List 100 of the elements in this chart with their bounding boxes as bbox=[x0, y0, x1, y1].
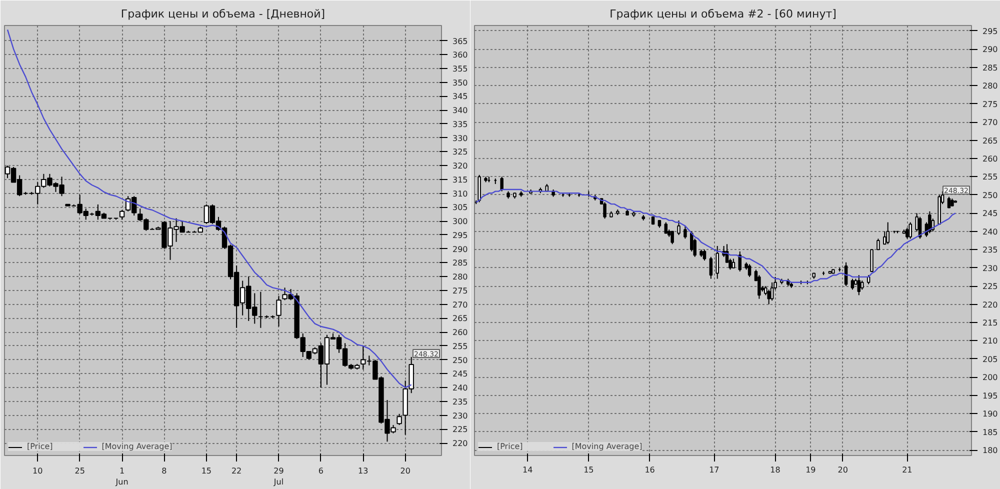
y-tick-label: 270 bbox=[452, 300, 468, 310]
x-tick-label: 25 bbox=[74, 466, 85, 476]
candlestick bbox=[870, 249, 874, 272]
y-tick-label: 275 bbox=[982, 100, 998, 109]
candlestick bbox=[857, 274, 861, 296]
x-tick-label: 19 bbox=[806, 466, 816, 474]
x-tick-label: 15 bbox=[201, 466, 212, 476]
y-tick-label: 225 bbox=[982, 282, 998, 292]
y-tick-label: 285 bbox=[982, 63, 998, 72]
y-tick-label: 290 bbox=[982, 45, 998, 54]
x-tick-label: 8 bbox=[162, 466, 167, 476]
y-tick-label: 345 bbox=[452, 92, 468, 102]
candlestick bbox=[906, 227, 909, 240]
y-tick-label: 180 bbox=[982, 446, 998, 456]
x-tick-label: 22 bbox=[231, 466, 242, 476]
candlestick bbox=[850, 278, 854, 290]
y-tick-label: 265 bbox=[452, 314, 468, 324]
candlestick bbox=[664, 222, 668, 234]
y-tick-label: 360 bbox=[452, 50, 468, 60]
candlestick bbox=[732, 258, 736, 268]
candlestick bbox=[396, 413, 402, 426]
y-tick-label: 310 bbox=[452, 189, 468, 198]
x-tick-label: 21 bbox=[902, 466, 912, 474]
x-tick-label: 20 bbox=[838, 466, 848, 474]
y-tick-label: 365 bbox=[452, 36, 468, 46]
y-tick-label: 290 bbox=[452, 244, 468, 254]
candlestick bbox=[886, 222, 890, 245]
candlestick bbox=[860, 280, 864, 290]
candlestick bbox=[716, 245, 719, 280]
candlestick bbox=[670, 230, 674, 245]
y-tick-label: 230 bbox=[452, 411, 468, 420]
y-tick-label: 190 bbox=[982, 410, 998, 419]
y-tick-label: 220 bbox=[452, 439, 468, 448]
y-tick-label: 355 bbox=[452, 64, 468, 74]
y-tick-label: 215 bbox=[982, 318, 998, 328]
y-tick-label: 235 bbox=[452, 397, 468, 406]
legend-label: [Moving Average] bbox=[102, 442, 172, 451]
candlestick bbox=[876, 238, 880, 250]
x-tick-label: 6 bbox=[318, 466, 324, 476]
x-tick-label: 16 bbox=[644, 466, 655, 474]
candlestick bbox=[767, 289, 770, 305]
legend-label: [Price] bbox=[27, 442, 53, 451]
legend-label: [Moving Average] bbox=[572, 442, 642, 451]
y-tick-label: 315 bbox=[452, 175, 468, 184]
x-tick-label: 13 bbox=[358, 466, 368, 476]
y-tick-label: 260 bbox=[982, 154, 998, 164]
candlestick bbox=[684, 225, 687, 240]
chart-title: График цены и объема #2 - [60 минут] bbox=[610, 8, 836, 20]
candlestick bbox=[947, 196, 951, 208]
y-tick-label: 300 bbox=[452, 217, 468, 226]
x-tick-label: 29 Jul bbox=[272, 466, 284, 486]
y-tick-label: 325 bbox=[452, 148, 468, 157]
y-tick-label: 200 bbox=[982, 373, 998, 382]
y-tick-label: 270 bbox=[982, 118, 998, 128]
y-tick-label: 305 bbox=[452, 203, 468, 212]
candlestick bbox=[702, 249, 706, 262]
y-tick-label: 225 bbox=[452, 425, 468, 434]
y-tick-label: 185 bbox=[982, 428, 998, 437]
y-tick-label: 335 bbox=[452, 120, 468, 129]
y-tick-label: 240 bbox=[982, 227, 998, 236]
y-tick-label: 195 bbox=[982, 391, 998, 400]
x-tick-label: 20 bbox=[400, 466, 410, 476]
candlestick bbox=[928, 210, 932, 234]
y-tick-label: 250 bbox=[982, 190, 998, 200]
x-tick-label: 14 bbox=[522, 466, 533, 474]
y-tick-label: 295 bbox=[452, 230, 468, 240]
y-tick-label: 280 bbox=[452, 272, 468, 282]
candlestick bbox=[603, 202, 606, 220]
y-tick-label: 235 bbox=[982, 246, 998, 255]
y-tick-label: 265 bbox=[982, 136, 998, 146]
y-tick-label: 275 bbox=[452, 286, 468, 296]
y-tick-label: 255 bbox=[982, 172, 998, 182]
chart-title: График цены и объема - [Дневной] bbox=[120, 8, 326, 20]
legend-label: [Price] bbox=[497, 442, 523, 451]
x-tick-label: 1 Jun bbox=[114, 466, 128, 486]
y-tick-label: 255 bbox=[452, 342, 468, 351]
y-tick-label: 350 bbox=[452, 78, 468, 88]
candlestick bbox=[908, 222, 912, 240]
candlestick bbox=[709, 256, 713, 280]
candlestick bbox=[119, 209, 125, 220]
candlestick bbox=[748, 264, 752, 278]
x-tick-label: 17 bbox=[709, 466, 720, 474]
x-tick-label: 10 bbox=[32, 466, 43, 476]
y-tick-label: 245 bbox=[982, 209, 998, 218]
y-tick-label: 230 bbox=[982, 264, 998, 273]
y-tick-label: 220 bbox=[982, 300, 998, 310]
y-tick-label: 245 bbox=[452, 370, 468, 379]
y-tick-label: 320 bbox=[452, 162, 468, 171]
y-tick-label: 240 bbox=[452, 384, 468, 393]
candlestick bbox=[677, 220, 680, 236]
x-tick-label: 15 bbox=[584, 466, 594, 474]
y-tick-label: 250 bbox=[452, 356, 468, 365]
y-tick-label: 210 bbox=[982, 336, 998, 346]
y-tick-label: 260 bbox=[452, 328, 468, 338]
candlestick bbox=[478, 174, 481, 203]
candlestick bbox=[276, 295, 282, 327]
candlestick bbox=[500, 176, 504, 192]
y-tick-label: 340 bbox=[452, 106, 468, 116]
candlestick bbox=[758, 274, 761, 300]
y-tick-label: 205 bbox=[982, 354, 998, 364]
